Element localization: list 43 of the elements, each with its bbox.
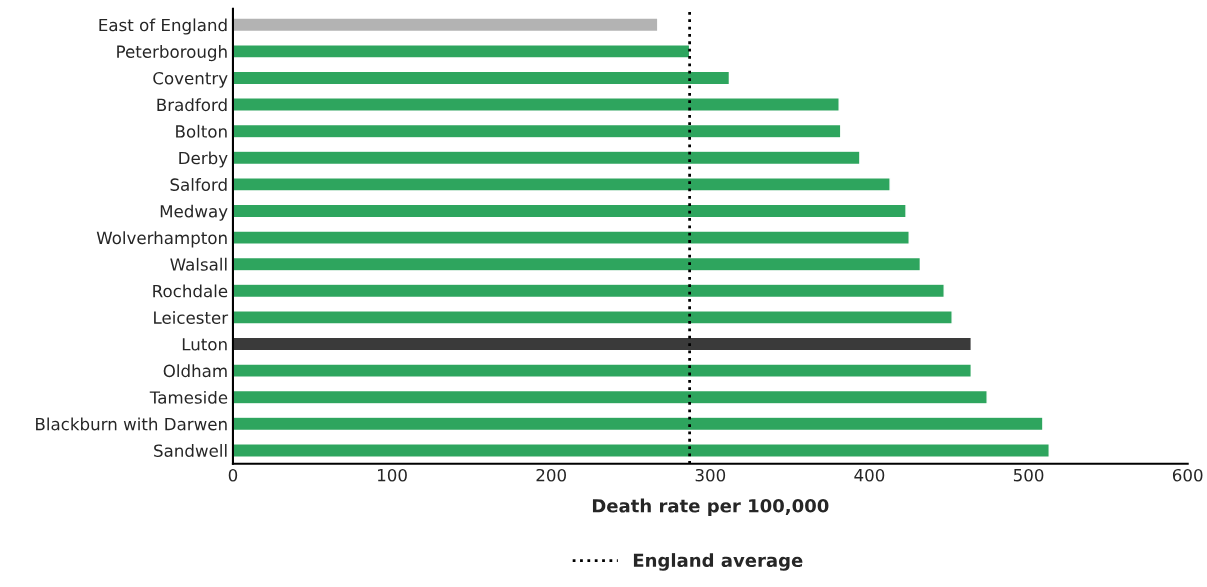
bar	[232, 44, 691, 59]
bar	[232, 230, 910, 245]
x-tick-label: 500	[1013, 468, 1044, 482]
y-tick-label: Leicester	[154, 311, 229, 324]
y-tick-label: Derby	[179, 151, 228, 168]
x-tick-label: 400	[854, 468, 885, 482]
bar	[232, 150, 861, 166]
x-tick-label: 100	[378, 468, 407, 482]
bar	[232, 283, 945, 299]
bar	[232, 70, 731, 86]
x-tick-label: 200	[536, 468, 566, 482]
y-tick-label: Oldham	[163, 364, 227, 378]
bar	[232, 310, 953, 325]
bar	[232, 256, 922, 272]
y-tick-label: Rochdale	[153, 284, 228, 298]
y-tick-label: Coventry	[153, 71, 228, 88]
bar	[232, 97, 840, 112]
bar	[232, 443, 1050, 458]
bar	[232, 389, 988, 405]
x-axis-title: Death rate per 100,000	[592, 498, 829, 517]
y-tick-label: Bolton	[176, 124, 227, 138]
y-tick-label: Tameside	[149, 390, 228, 404]
bar	[232, 203, 907, 219]
y-tick-label: Walsall	[170, 257, 227, 271]
y-tick-label: Wolverhampton	[96, 231, 227, 248]
legend-label: England average	[633, 553, 803, 571]
x-tick-label: 0	[228, 468, 238, 482]
bar	[232, 336, 972, 352]
y-tick-label: Bradford	[157, 98, 227, 112]
bar	[232, 177, 891, 192]
y-tick-label: Luton	[182, 338, 227, 351]
y-tick-label: Peterborough	[117, 45, 227, 62]
x-tick-label: 600	[1172, 468, 1203, 482]
bar	[232, 363, 972, 378]
y-tick-label: Medway	[160, 204, 228, 221]
y-tick-label: East of England	[99, 18, 227, 35]
bar	[232, 416, 1044, 432]
bar	[232, 17, 659, 33]
x-tick-label: 300	[695, 468, 726, 482]
bar	[232, 123, 842, 139]
y-tick-label: Blackburn with Darwen	[36, 417, 227, 431]
y-tick-label: Sandwell	[154, 444, 227, 457]
y-tick-label: Salford	[170, 178, 227, 191]
